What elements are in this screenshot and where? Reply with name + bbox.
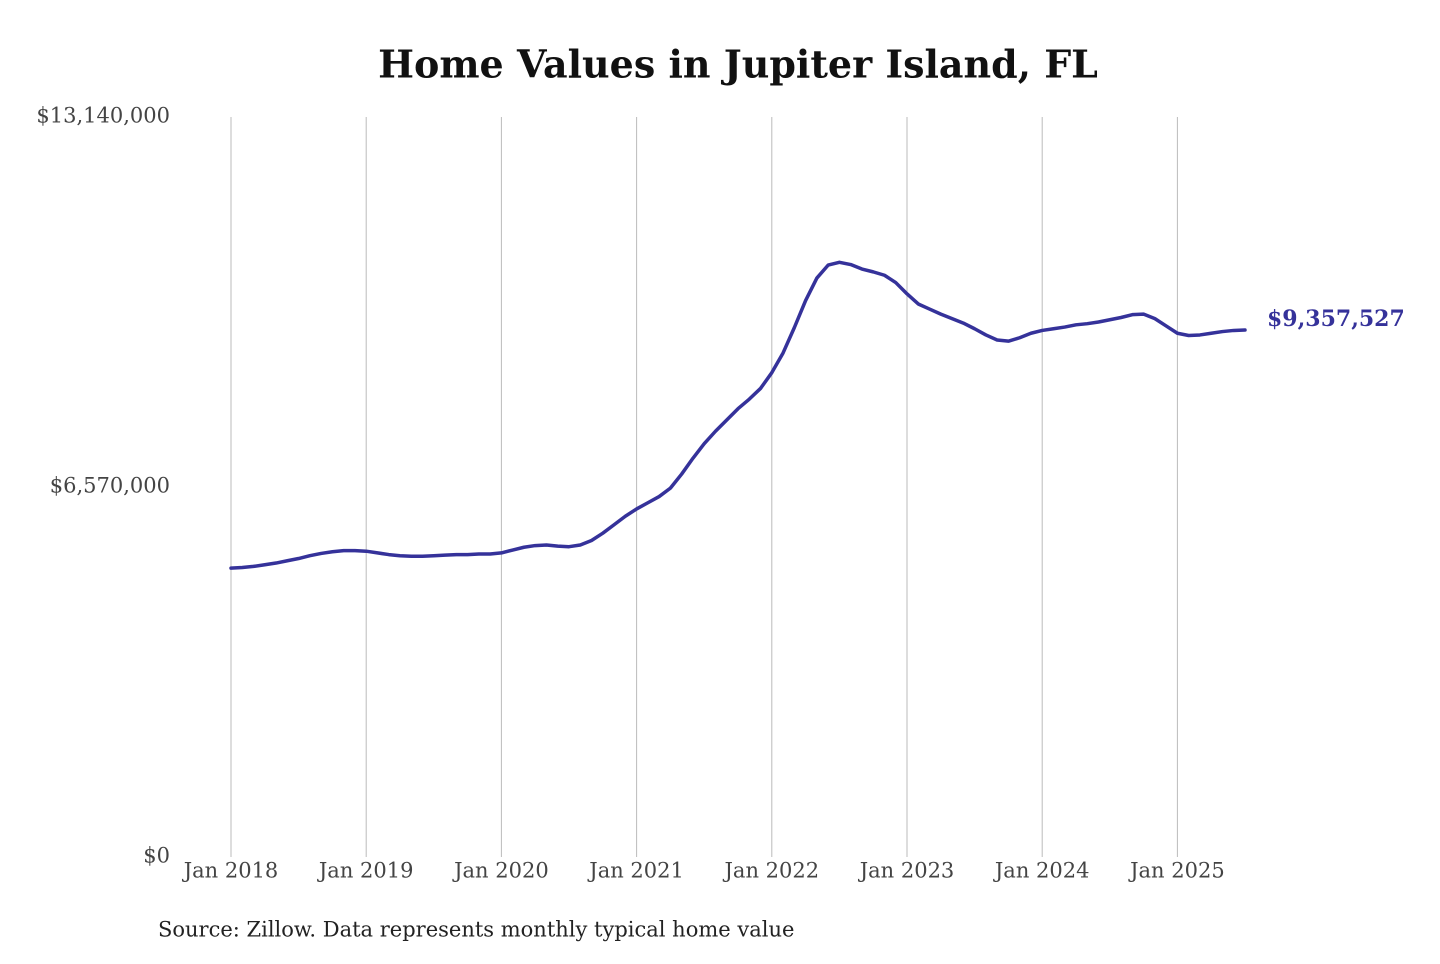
x-tick-label: Jan 2020 — [452, 859, 549, 883]
x-tick-label: Jan 2018 — [182, 859, 279, 883]
x-tick-label: Jan 2021 — [587, 859, 684, 883]
x-tick-label: Jan 2024 — [993, 859, 1090, 883]
y-tick-label: $13,140,000 — [36, 104, 170, 128]
source-note: Source: Zillow. Data represents monthly … — [158, 918, 794, 942]
x-tick-label: Jan 2019 — [317, 859, 414, 883]
data-label: $9,357,527 — [1267, 306, 1405, 332]
data-line — [229, 260, 1247, 570]
x-tick-label: Jan 2022 — [723, 859, 820, 883]
x-tick-label: Jan 2025 — [1128, 859, 1225, 883]
chart-title: Home Values in Jupiter Island, FL — [378, 42, 1098, 87]
x-tick-label: Jan 2023 — [858, 859, 955, 883]
y-tick-label: $0 — [143, 844, 170, 868]
y-tick-label: $6,570,000 — [50, 474, 170, 498]
